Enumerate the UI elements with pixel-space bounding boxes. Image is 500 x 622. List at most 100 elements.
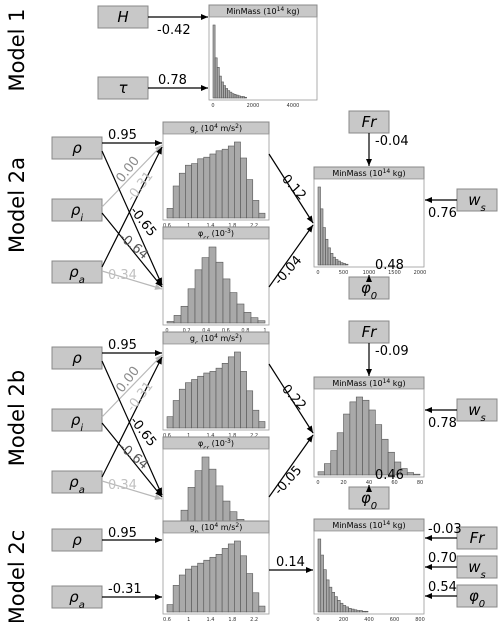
model-2a-hist-phi-bar bbox=[187, 288, 196, 324]
hist-m1-tick: 4000 bbox=[287, 103, 300, 109]
model-2b-hist-g-tick: 0.6 bbox=[163, 433, 171, 439]
model-2b-input-phi0-label: φ0 bbox=[361, 489, 377, 512]
model-2a-input-Fr-label: Fr bbox=[362, 113, 378, 131]
model-2b-hist-minmass-tick: 60 bbox=[391, 480, 397, 486]
model-2b-input-Fr-label: Fr bbox=[362, 323, 378, 341]
hist-m1-bar bbox=[227, 90, 231, 99]
model-2a-hist-minmass-bar bbox=[325, 238, 329, 266]
hist-m1-bar bbox=[229, 91, 233, 99]
model-2b-hist-g-tick: 1 bbox=[187, 433, 190, 439]
model-2a-hist-minmass-tick: 1500 bbox=[388, 270, 401, 276]
model-2c-hist-minmass-bar bbox=[353, 609, 358, 613]
model-2c-hist-g-bar bbox=[215, 554, 223, 613]
model-2a-label: Model 2a bbox=[5, 157, 29, 253]
model-2b-arrow-rhoi-g bbox=[101, 354, 163, 418]
model-2c-hist-g-tick: 0.6 bbox=[163, 617, 171, 622]
model-2a-input-phi0-label: φ0 bbox=[361, 279, 377, 302]
model-2c-hist-minmass-bar bbox=[337, 600, 341, 613]
arrow-H-head bbox=[201, 14, 208, 20]
model-2c-hist-minmass-bar bbox=[356, 610, 360, 613]
model-2c-hist-minmass-bar bbox=[317, 538, 322, 613]
model-2a-hist-g-bar bbox=[178, 172, 186, 219]
model-2c-hist-minmass-bar bbox=[342, 605, 347, 613]
model-2a-hist-phi-tick: 0.6 bbox=[222, 328, 230, 334]
model-2c-hist-g-bar bbox=[185, 568, 192, 613]
model-2a-coef-g-out: 0.12 bbox=[278, 172, 309, 204]
hist-m1-bar bbox=[219, 75, 222, 99]
model-2c-hist-minmass-bar bbox=[359, 610, 363, 613]
model-2c-hist-g-bar bbox=[178, 574, 186, 613]
model-2b-coef-ws: 0.78 bbox=[428, 416, 457, 431]
model-2a-hist-phi-bar bbox=[208, 246, 217, 324]
hist-m1-tick: 0 bbox=[211, 103, 214, 109]
model-2c-hist-g-bar bbox=[166, 604, 174, 613]
model-2b-input-2-label: ρa bbox=[69, 473, 85, 496]
coef-tau: 0.78 bbox=[158, 73, 187, 88]
model-2c-hist-g-tick: 2.2 bbox=[250, 617, 258, 622]
model-2c-input-1-label: ws bbox=[468, 558, 486, 581]
model-2b-arrow-rhoa-g-head bbox=[156, 357, 162, 365]
model-2b-arrow-ws-head bbox=[425, 407, 432, 413]
model-2b-hist-minmass-bar bbox=[400, 468, 408, 476]
model-2a-arrow-g-out-head bbox=[306, 215, 313, 223]
model-2c-hist-g-bar bbox=[240, 555, 247, 613]
model-2c-coef-right-0: -0.03 bbox=[428, 522, 462, 537]
model-2b-arrow-g-out-head bbox=[306, 425, 313, 433]
model-2c-arrow-right-2-head bbox=[425, 593, 432, 599]
model-2b-arrow-Fr-head bbox=[366, 369, 372, 376]
model-2a-hist-phi-bar bbox=[257, 320, 266, 324]
model-2b-hist-minmass-tick: 20 bbox=[340, 480, 346, 486]
model-2a-arrow-rhoi-phi bbox=[101, 212, 163, 288]
model-2a-hist-minmass-frame bbox=[313, 178, 425, 268]
model-2a-hist-minmass-bar bbox=[317, 186, 321, 266]
model-2a-hist-phi-bar bbox=[215, 261, 224, 324]
model-2a-hist-minmass-bar bbox=[342, 263, 346, 266]
model-2b-hist-g-title: gc (104 m/s2) bbox=[190, 333, 242, 347]
model-2c-hist-minmass-tick: 400 bbox=[364, 617, 374, 622]
model-2b-hist-minmass-bar bbox=[355, 396, 363, 476]
model-2a-hist-g-bar bbox=[197, 158, 205, 219]
hist-m1-bar bbox=[216, 67, 220, 99]
model-2b-hist-minmass-bar bbox=[330, 450, 338, 476]
model-2b-input-1-label: ρi bbox=[71, 411, 84, 434]
model-2a-hist-g-bar bbox=[246, 179, 254, 219]
model-2b-coef-g-out: 0.22 bbox=[278, 382, 309, 414]
hist-m1-tick: 2000 bbox=[247, 103, 260, 109]
model-1-label: Model 1 bbox=[5, 8, 29, 91]
model-2b-hist-g-bar bbox=[172, 400, 180, 429]
model-2a-hist-minmass-title: MinMass (1014 kg) bbox=[332, 168, 405, 179]
model-2b-hist-g-bar bbox=[197, 375, 205, 429]
model-2a-hist-minmass-bar bbox=[332, 256, 336, 266]
model-2a-hist-phi-bar bbox=[180, 305, 189, 324]
model-2a-hist-g-tick: 0.6 bbox=[163, 223, 171, 229]
coef-H: -0.42 bbox=[157, 23, 191, 38]
model-2c-hist-g-bar bbox=[203, 559, 211, 613]
model-2b-hist-minmass-bar bbox=[406, 472, 414, 476]
model-2a-hist-phi-bar bbox=[194, 269, 203, 324]
hist-m1-bar bbox=[244, 96, 247, 99]
model-2c-arrow-right-1-head bbox=[425, 564, 432, 570]
hist-m1-bar bbox=[235, 94, 239, 99]
model-2a-hist-minmass-bar bbox=[327, 247, 331, 266]
model-2a-hist-g-bar bbox=[185, 164, 192, 219]
model-2b-arrow-rhoa-phi-head bbox=[154, 494, 162, 500]
model-2c-hist-g-tick: 1.4 bbox=[207, 617, 215, 622]
model-2c-coef-right-2: 0.54 bbox=[428, 580, 457, 595]
model-2a-coef-Fr: -0.04 bbox=[375, 134, 409, 149]
model-2b-hist-g-tick: 1.4 bbox=[207, 433, 215, 439]
model-2b-hist-g-bar bbox=[191, 379, 198, 429]
model-2c-hist-g-tick: 1.8 bbox=[228, 617, 236, 622]
model-2a-hist-g-bar bbox=[240, 157, 247, 219]
model-2b-hist-g-bar bbox=[252, 409, 260, 429]
model-2a-hist-phi-bar bbox=[229, 292, 238, 324]
model-2b-arrow-rhoa-phi bbox=[101, 480, 163, 500]
model-2b-input-0 bbox=[51, 346, 103, 370]
model-2b-arrow-phi0-head bbox=[366, 485, 372, 492]
model-2c-hist-minmass-bar bbox=[328, 586, 333, 613]
model-2a-hist-minmass-bar bbox=[320, 208, 324, 266]
model-2c-label: Model 2c bbox=[5, 530, 29, 622]
model-2b-hist-minmass-bar bbox=[413, 473, 421, 476]
model-2a-hist-minmass-bar bbox=[330, 253, 334, 266]
model-2b-label: Model 2b bbox=[5, 370, 29, 466]
model-2c-hist-minmass-bar bbox=[331, 591, 335, 613]
